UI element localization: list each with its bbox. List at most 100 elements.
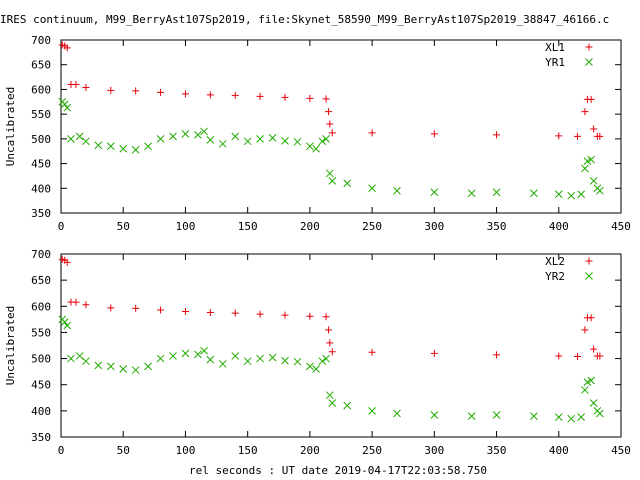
data-point <box>82 357 90 366</box>
y-tick-label: 550 <box>31 108 51 121</box>
data-point <box>72 298 80 306</box>
data-point <box>326 339 334 347</box>
data-point <box>293 137 302 146</box>
x-tick-label: 50 <box>117 220 130 233</box>
legend-marker <box>585 272 593 280</box>
y-tick-label: 600 <box>31 83 51 96</box>
data-point <box>243 357 252 366</box>
y-tick-label: 700 <box>31 34 51 47</box>
data-point <box>368 129 376 137</box>
x-tick-label: 300 <box>424 220 444 233</box>
legend-label: XL2 <box>545 255 565 268</box>
data-point <box>555 352 563 360</box>
data-point <box>94 141 103 150</box>
data-point <box>430 188 439 197</box>
data-point <box>581 326 589 334</box>
series-YR1 <box>58 97 604 200</box>
data-point <box>218 359 227 368</box>
data-point <box>218 139 227 148</box>
data-point <box>169 132 177 141</box>
y-tick-label: 400 <box>31 182 51 195</box>
data-point <box>492 188 501 197</box>
data-point <box>555 132 563 140</box>
data-point <box>60 100 69 109</box>
data-point <box>312 144 320 153</box>
data-point <box>581 164 589 173</box>
data-point <box>67 135 75 143</box>
data-point <box>206 91 214 99</box>
data-point <box>243 137 252 146</box>
data-point <box>322 135 330 143</box>
data-point <box>157 306 165 314</box>
x-axis-label: rel seconds : UT date 2019-04-17T22:03:5… <box>189 464 487 477</box>
data-point <box>587 155 595 164</box>
chart-panel-1: 350 400 450 500 550 600 650 700 0 50 100 150 200 250 3… <box>4 34 631 233</box>
data-point <box>206 309 214 317</box>
data-point <box>554 413 563 421</box>
data-point <box>595 409 604 418</box>
x-tick-label: 350 <box>487 220 507 233</box>
data-point <box>94 361 103 370</box>
x-tick-label: 0 <box>58 444 65 457</box>
series-XL1 <box>58 41 604 140</box>
y-axis-label: Uncalibrated <box>4 306 17 385</box>
data-point <box>131 366 140 374</box>
x-tick-label: 100 <box>176 220 196 233</box>
data-point <box>281 311 289 319</box>
data-point <box>181 130 190 138</box>
x-tick-label: 300 <box>424 444 444 457</box>
data-point <box>328 348 336 356</box>
data-point <box>206 135 215 144</box>
x-tick-label: 450 <box>611 220 631 233</box>
data-point <box>194 131 202 139</box>
legend-label: YR2 <box>545 270 565 283</box>
data-point <box>589 399 598 407</box>
chart-panel-2: 350 400 450 500 550 600 650 700 0 50 100 150 200 250 3… <box>4 248 631 457</box>
legend-label: XL1 <box>545 41 565 54</box>
data-point <box>573 132 581 140</box>
data-point <box>368 407 376 415</box>
data-point <box>200 127 208 136</box>
data-point <box>573 352 581 360</box>
data-point <box>67 354 75 363</box>
y-tick-label: 450 <box>31 158 51 171</box>
data-point <box>206 355 215 364</box>
y-tick-label: 450 <box>31 379 51 392</box>
data-point <box>590 125 598 133</box>
data-point <box>132 87 140 95</box>
x-tick-label: 200 <box>300 220 320 233</box>
data-point <box>393 409 401 418</box>
chart-title: IRES continuum, M99_BerryAst107Sp2019, f… <box>0 13 609 26</box>
data-point <box>587 376 595 385</box>
data-point <box>157 88 165 96</box>
data-point <box>318 357 327 366</box>
y-tick-label: 550 <box>31 326 51 339</box>
x-tick-label: 250 <box>362 220 382 233</box>
x-tick-label: 100 <box>176 444 196 457</box>
data-point <box>181 349 190 358</box>
data-point <box>581 108 589 116</box>
data-point <box>75 132 84 141</box>
data-point <box>554 190 563 199</box>
data-point <box>492 411 501 419</box>
data-point <box>318 137 327 146</box>
data-point <box>82 137 90 146</box>
data-point <box>75 352 84 360</box>
x-tick-label: 0 <box>58 220 65 233</box>
data-point <box>325 391 334 400</box>
data-point <box>82 301 90 309</box>
data-point <box>325 326 333 334</box>
data-point <box>596 132 604 140</box>
series-YR2 <box>58 315 604 423</box>
data-point <box>325 169 334 178</box>
data-point <box>231 309 239 317</box>
data-point <box>530 189 538 198</box>
data-point <box>156 135 165 143</box>
data-point <box>587 95 595 103</box>
legend-marker <box>585 257 593 265</box>
data-point <box>169 352 177 360</box>
data-point <box>231 352 240 360</box>
x-tick-label: 150 <box>238 444 258 457</box>
x-tick-label: 250 <box>362 444 382 457</box>
